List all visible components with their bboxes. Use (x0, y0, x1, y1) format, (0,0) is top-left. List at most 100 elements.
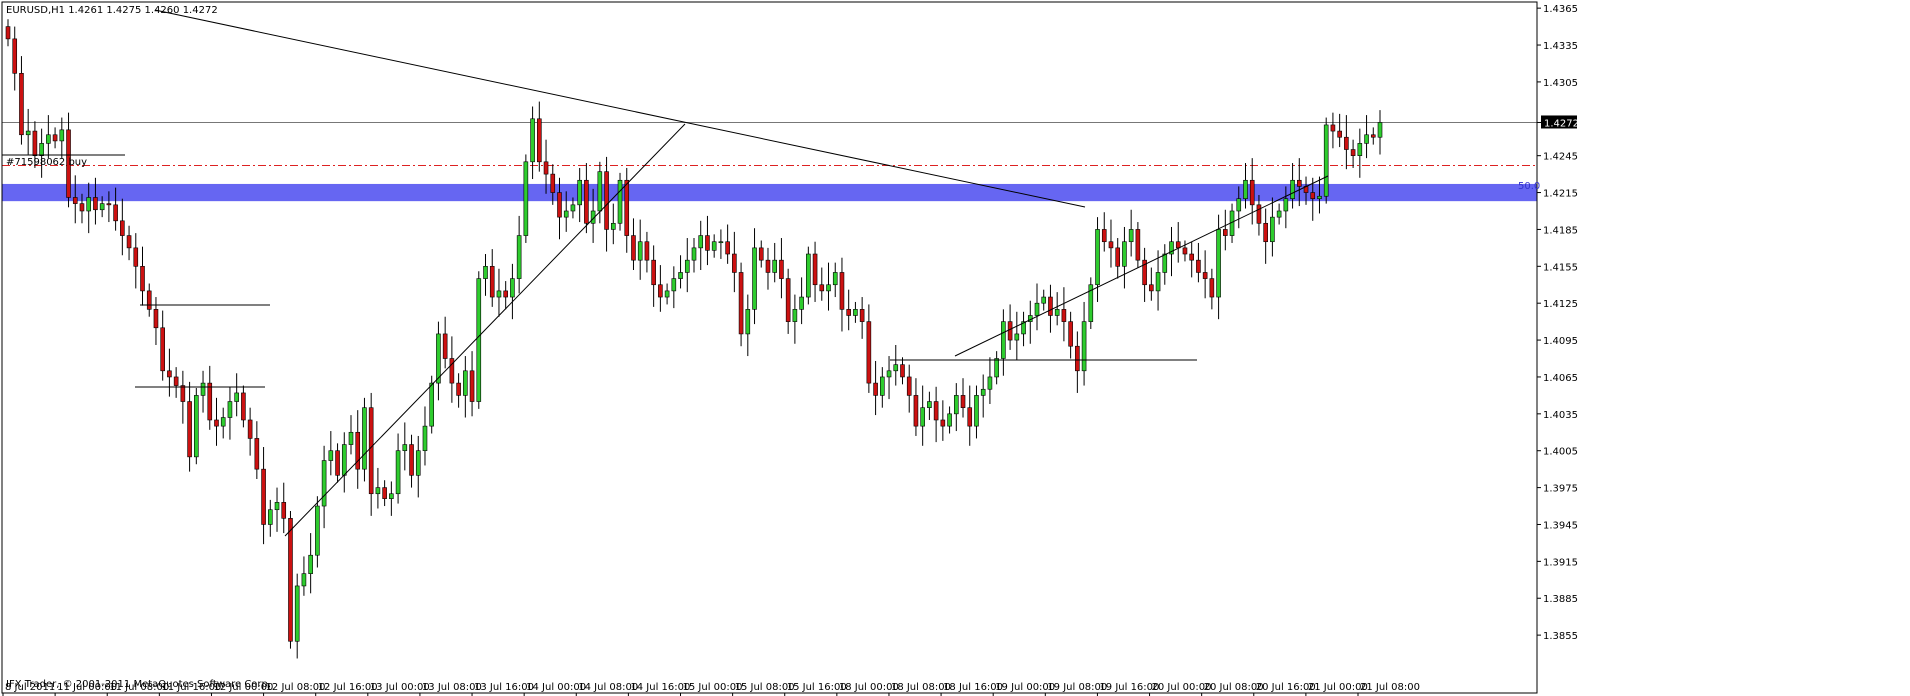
x-tick-label: 12 Jul 00:00 (213, 682, 273, 693)
x-tick-label: 20 Jul 00:00 (1152, 682, 1212, 693)
candle-body (1081, 321, 1087, 372)
candle-body (106, 203, 112, 206)
candle-body (933, 401, 939, 421)
candle-body (1189, 253, 1194, 261)
candle-body (1175, 241, 1181, 249)
copyright-text: IFX Trader, © 2001-2011 MetaQuotes Softw… (6, 679, 271, 690)
candle-body (752, 247, 757, 310)
candle-body (200, 382, 206, 396)
y-tick-label: 1.4185 (1543, 225, 1578, 236)
x-tick-label: 19 Jul 16:00 (1099, 682, 1159, 693)
candle-body (1344, 136, 1349, 150)
candle-body (133, 247, 139, 267)
candle-body (362, 407, 367, 470)
trendline[interactable] (154, 9, 1086, 208)
trendline[interactable] (954, 175, 1329, 357)
candle-body (140, 266, 145, 292)
x-tick-label: 15 Jul 16:00 (787, 682, 847, 693)
x-tick-label: 11 Jul 00:00 (57, 682, 117, 693)
candle-body (436, 333, 441, 384)
candle-body (503, 290, 508, 298)
candle-body (483, 266, 488, 279)
candle-body (496, 290, 502, 298)
x-tick-label: 15 Jul 00:00 (683, 682, 743, 693)
candle-body (1364, 134, 1369, 144)
candle-body (846, 309, 851, 316)
y-tick-label: 1.4365 (1543, 4, 1578, 15)
candle-body (1169, 241, 1174, 255)
candle-body (631, 235, 636, 261)
candle-body (308, 554, 313, 574)
trendlines[interactable] (2, 9, 1329, 537)
candle-body (1135, 229, 1141, 261)
candle-body (113, 204, 118, 222)
candle-body (52, 134, 58, 142)
candle-body (523, 161, 529, 236)
candle-body (1223, 229, 1228, 236)
candle-body (1236, 198, 1242, 212)
price-axis[interactable]: 1.4365 1.4335 1.4305 1.4272 1.4245 1.4215 1.41… (1537, 4, 1579, 642)
candle-body (664, 290, 670, 298)
candle-body (247, 419, 253, 439)
candle-body (368, 407, 374, 495)
candle-body (853, 309, 858, 316)
candle-body (1034, 302, 1040, 316)
candle-body (624, 179, 630, 236)
candle-body (953, 395, 959, 415)
candle-body (637, 241, 643, 261)
candle-body (227, 401, 233, 418)
y-tick-label: 1.4305 (1543, 78, 1578, 89)
trendline[interactable] (284, 123, 686, 537)
candle-body (537, 118, 542, 163)
candle-body (126, 235, 132, 249)
candle-body (940, 419, 946, 427)
candle-body (5, 26, 11, 40)
candle-body (1276, 210, 1282, 218)
candle-body (570, 204, 576, 212)
candle-body (516, 235, 522, 279)
candle-body (974, 395, 979, 427)
candle-body (584, 179, 589, 224)
candle-body (880, 376, 885, 396)
candle-body (375, 487, 381, 495)
fib-level-label: 50.0 (1518, 181, 1540, 192)
candle-body (341, 444, 347, 476)
candle-body (66, 129, 71, 198)
x-tick-label: 15 Jul 08:00 (735, 682, 795, 693)
candle-body (409, 444, 414, 476)
candle-body (1377, 122, 1383, 138)
y-tick-label: 1.4095 (1543, 336, 1578, 347)
candle-body (906, 376, 912, 396)
candle-body (39, 143, 44, 156)
candle-body (1209, 278, 1215, 298)
candle-body (422, 425, 428, 452)
candle-body (267, 509, 273, 525)
candle-body (46, 134, 51, 144)
candle-body (980, 388, 986, 396)
candle-body (1263, 222, 1268, 243)
candle-body (711, 241, 717, 251)
candle-body (274, 502, 280, 511)
candle-body (442, 333, 448, 359)
candle-body (120, 220, 125, 236)
candle-body (463, 370, 468, 396)
candle-body (1128, 229, 1134, 243)
candle-body (382, 487, 387, 499)
candle-body (1370, 134, 1376, 138)
candle-body (1317, 195, 1322, 199)
candle-body (449, 358, 455, 384)
candle-body (987, 376, 993, 390)
candle-body (1270, 216, 1275, 243)
candle-body (469, 370, 475, 402)
candle-body (429, 382, 435, 427)
candle-body (1014, 333, 1020, 341)
candle-body (557, 192, 562, 218)
candle-body (772, 259, 778, 273)
x-tick-label: 20 Jul 08:00 (1204, 682, 1264, 693)
candle-body (180, 385, 186, 402)
y-tick-label: 1.4272 (1544, 118, 1579, 129)
x-tick-label: 19 Jul 00:00 (995, 682, 1055, 693)
zone-band (2, 183, 1537, 202)
